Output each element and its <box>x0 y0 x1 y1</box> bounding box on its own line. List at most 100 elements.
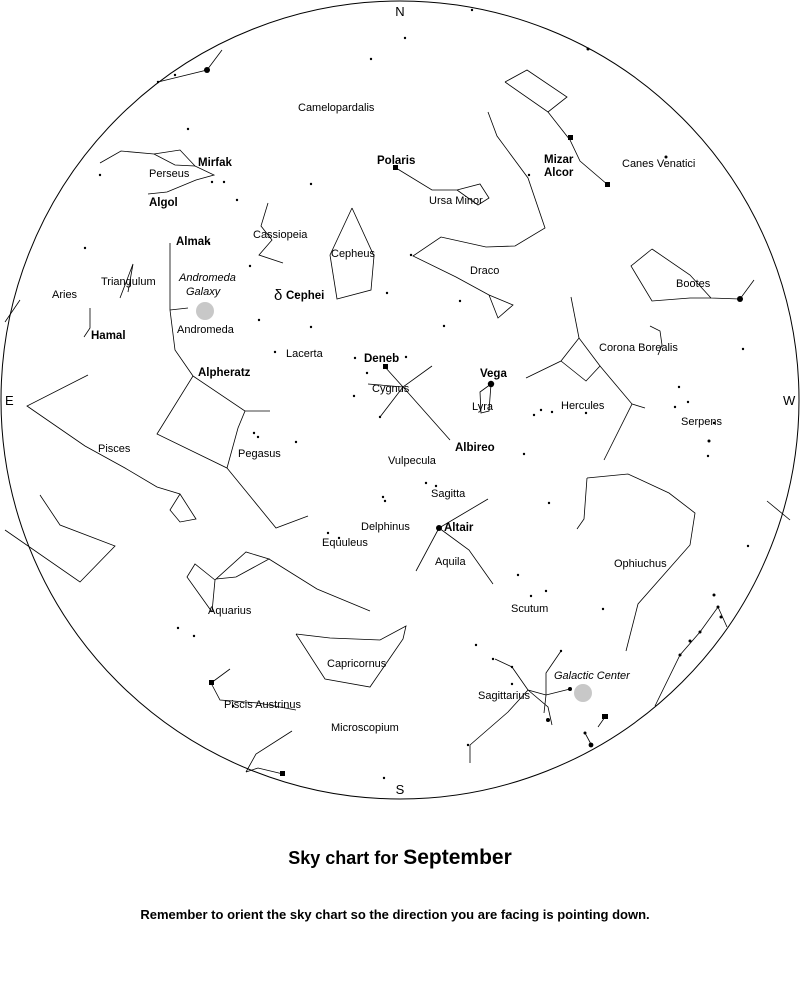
star-dot <box>424 481 428 485</box>
star-dot <box>393 165 398 170</box>
star-dot <box>527 173 531 177</box>
andromeda-galaxy-marker <box>196 302 214 320</box>
star-dot <box>192 634 196 638</box>
hercules-line-3 <box>599 365 633 461</box>
label-cepheus: Cepheus <box>331 248 376 260</box>
star-label-vega: Vega <box>480 368 507 380</box>
star-dot <box>719 615 723 619</box>
direction-north: N <box>395 4 404 19</box>
bootes-line <box>651 248 755 300</box>
label-vulpecula: Vulpecula <box>388 455 437 467</box>
label-aquila: Aquila <box>435 556 466 568</box>
star-dot <box>559 649 563 653</box>
cassiopeia-line <box>258 202 284 264</box>
star-dot <box>746 544 750 548</box>
star-label-algol: Algol <box>149 197 178 209</box>
star-label-deneb: Deneb <box>364 353 399 365</box>
cepheus-line <box>329 207 375 300</box>
star-dot <box>186 127 190 131</box>
star-dot <box>678 653 682 657</box>
aquila-line-3 <box>438 527 494 585</box>
pegasus-line-3 <box>226 467 309 529</box>
big-dipper-handle-line <box>547 111 609 186</box>
label-draco: Draco <box>470 265 499 277</box>
star-dot <box>173 73 177 77</box>
star-dot <box>383 499 387 503</box>
star-dot <box>383 364 388 369</box>
star-dot <box>326 531 330 535</box>
hercules-line <box>525 337 601 382</box>
bootes-line-2 <box>630 248 711 302</box>
label-ursa-minor: Ursa Minor <box>429 195 483 207</box>
star-label-albireo: Albireo <box>455 442 495 454</box>
star-dot <box>294 292 298 296</box>
label-triangulum: Triangulum <box>101 276 156 288</box>
star-dot <box>712 593 716 597</box>
direction-west: W <box>783 393 796 408</box>
star-dot <box>707 439 711 443</box>
label-serpens: Serpens <box>681 416 722 428</box>
draco-line <box>412 111 546 319</box>
lyra-line <box>479 383 492 414</box>
star-dot <box>231 704 235 708</box>
horizon-circle <box>0 0 800 800</box>
star-label-altair: Altair <box>444 522 474 534</box>
star-dot <box>458 299 462 303</box>
star-dot <box>664 155 668 159</box>
label-perseus: Perseus <box>149 168 190 180</box>
ophiuchus-line-2 <box>576 477 588 530</box>
star-dot <box>309 325 313 329</box>
hercules-line-4 <box>631 403 646 409</box>
label-pegasus: Pegasus <box>238 448 281 460</box>
aquarius-line-2 <box>186 563 216 613</box>
aquarius-line <box>211 551 271 613</box>
star-dot <box>737 296 743 302</box>
star-dot <box>529 594 533 598</box>
star-dot <box>741 347 745 351</box>
label-canes-venatici: Canes Venatici <box>622 158 695 170</box>
aquila-line-2 <box>415 527 440 572</box>
label-capricornus: Capricornus <box>327 658 387 670</box>
star-dot <box>382 776 386 780</box>
star-dot <box>353 356 357 360</box>
pisces-line-2 <box>4 299 21 323</box>
star-dot <box>204 67 210 73</box>
cetus-line <box>4 494 116 583</box>
chart-title-prefix: Sky chart for <box>288 848 399 868</box>
star-dot <box>352 394 356 398</box>
star-dot <box>378 415 382 419</box>
star-dot <box>522 452 526 456</box>
star-dot <box>235 198 239 202</box>
star-dot <box>337 536 341 540</box>
constellation-lines <box>4 49 791 775</box>
star-dot <box>474 643 478 647</box>
perseus-line-2 <box>153 149 196 167</box>
star-dot <box>365 371 369 375</box>
cygnus-line-3 <box>379 386 404 418</box>
sagittarius-line-3 <box>543 694 547 714</box>
star-label-almak: Almak <box>176 236 211 248</box>
label-aquarius: Aquarius <box>208 605 252 617</box>
star-dot <box>706 454 710 458</box>
star-dot <box>273 350 277 354</box>
star-label-alcor: Alcor <box>544 167 574 179</box>
star-dot <box>546 718 550 722</box>
label-ophiuchus: Ophiuchus <box>614 558 667 570</box>
star-label-mirfak: Mirfak <box>198 157 232 169</box>
star-dot <box>207 241 211 245</box>
star-dot <box>491 657 495 661</box>
star-dot <box>210 180 214 184</box>
camelopardalis-line <box>157 49 223 83</box>
label-pisces: Pisces <box>98 443 131 455</box>
label-corona-borealis: Corona Borealis <box>599 342 678 354</box>
star-dot <box>256 435 260 439</box>
star-dot <box>583 731 587 735</box>
star-dot <box>409 253 413 257</box>
star-dot <box>547 501 551 505</box>
label-sagittarius: Sagittarius <box>478 690 530 702</box>
bright-stars <box>204 67 743 776</box>
sky-chart: N S E W Camelopardalis Perseus Canes Ven… <box>0 0 800 800</box>
label-camelopardalis: Camelopardalis <box>298 102 375 114</box>
ursa-minor-line <box>395 167 490 206</box>
star-dot <box>222 180 226 184</box>
